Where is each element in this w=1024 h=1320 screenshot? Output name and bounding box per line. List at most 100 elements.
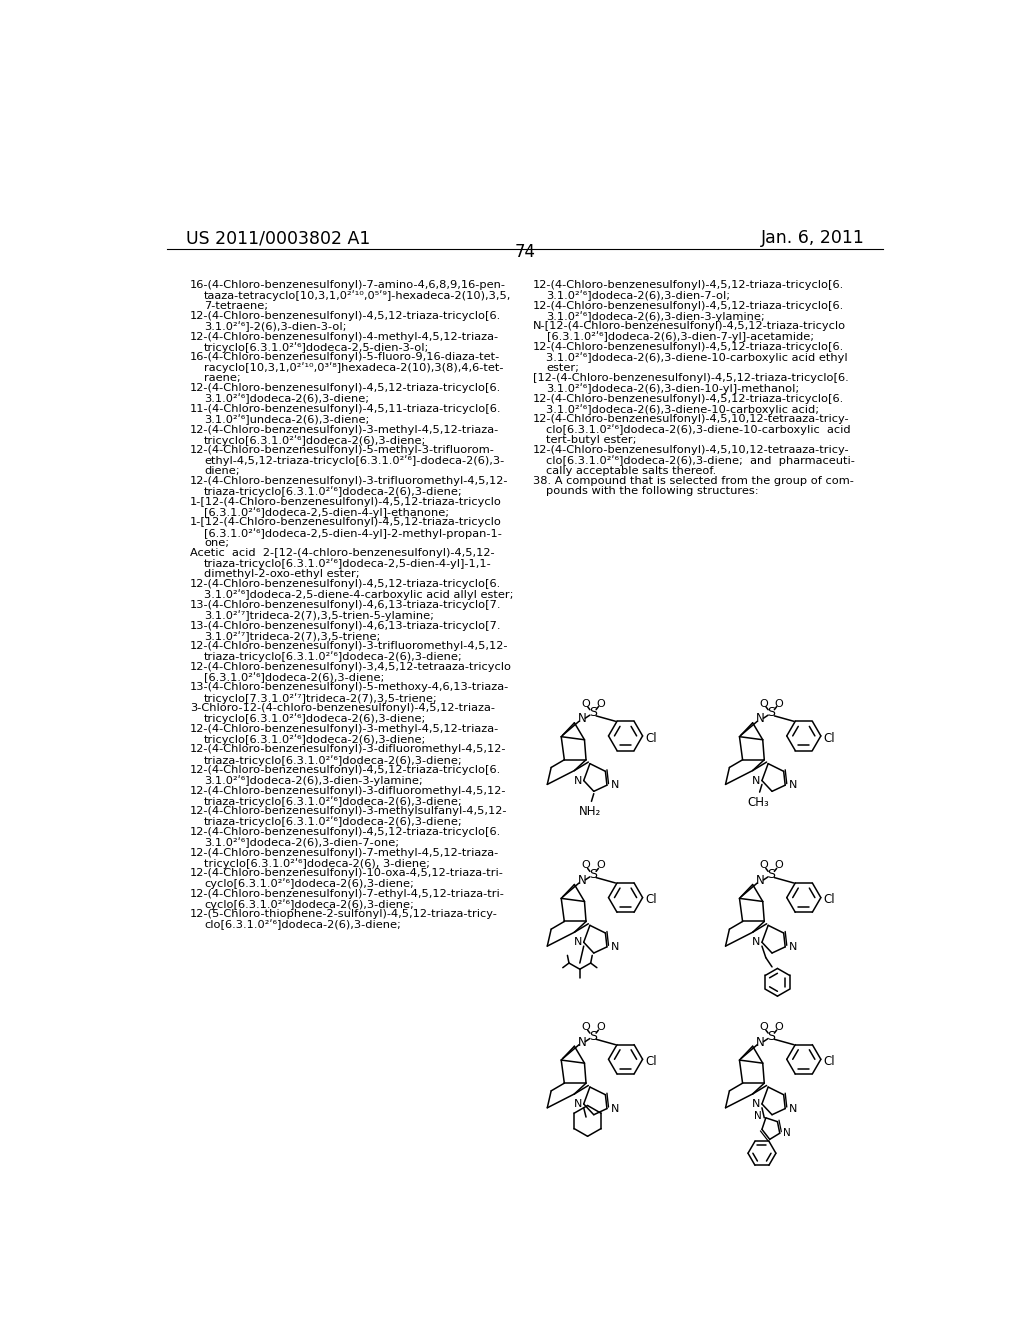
Text: S: S	[767, 869, 775, 880]
Text: Cl: Cl	[823, 894, 835, 907]
Text: S: S	[767, 1030, 775, 1043]
Text: Cl: Cl	[645, 1055, 656, 1068]
Text: tricyclo[6.3.1.0²ʹ⁶]dodeca-2(6),3-diene;: tricyclo[6.3.1.0²ʹ⁶]dodeca-2(6),3-diene;	[204, 713, 426, 725]
Text: S: S	[589, 869, 597, 880]
Text: 12-(4-Chloro-benzenesulfonyl)-4-methyl-4,5,12-triaza-: 12-(4-Chloro-benzenesulfonyl)-4-methyl-4…	[190, 331, 499, 342]
Text: 3.1.0²ʹ⁶]dodeca-2(6),3-diene;: 3.1.0²ʹ⁶]dodeca-2(6),3-diene;	[204, 393, 369, 404]
Text: one;: one;	[204, 539, 229, 548]
Text: clo[6.3.1.0²ʹ⁶]dodeca-2(6),3-diene-10-carboxylic  acid: clo[6.3.1.0²ʹ⁶]dodeca-2(6),3-diene-10-ca…	[547, 425, 851, 436]
Text: cally acceptable salts thereof.: cally acceptable salts thereof.	[547, 466, 717, 475]
Text: 12-(4-Chloro-benzenesulfonyl)-3-trifluoromethyl-4,5,12-: 12-(4-Chloro-benzenesulfonyl)-3-trifluor…	[190, 477, 509, 486]
Text: N: N	[790, 942, 798, 952]
Text: N: N	[756, 874, 765, 887]
Text: N: N	[790, 780, 798, 791]
Text: 3.1.0²ʹ⁶]-2(6),3-dien-3-ol;: 3.1.0²ʹ⁶]-2(6),3-dien-3-ol;	[204, 321, 346, 333]
Text: 12-(4-Chloro-benzenesulfonyl)-4,5,10,12-tetraaza-tricy-: 12-(4-Chloro-benzenesulfonyl)-4,5,10,12-…	[532, 414, 849, 424]
Text: 74: 74	[514, 243, 536, 261]
Text: raene;: raene;	[204, 374, 241, 383]
Text: O: O	[774, 861, 783, 870]
Text: N: N	[611, 942, 620, 952]
Text: 12-(4-Chloro-benzenesulfonyl)-4,5,10,12-tetraaza-tricy-: 12-(4-Chloro-benzenesulfonyl)-4,5,10,12-…	[532, 445, 849, 455]
Text: 12-(4-Chloro-benzenesulfonyl)-4,5,12-triaza-tricyclo[6.: 12-(4-Chloro-benzenesulfonyl)-4,5,12-tri…	[190, 312, 502, 321]
Text: 12-(4-Chloro-benzenesulfonyl)-3-methyl-4,5,12-triaza-: 12-(4-Chloro-benzenesulfonyl)-3-methyl-4…	[190, 425, 500, 434]
Text: 16-(4-Chloro-benzenesulfonyl)-7-amino-4,6,8,9,16-pen-: 16-(4-Chloro-benzenesulfonyl)-7-amino-4,…	[190, 280, 506, 290]
Text: triaza-tricyclo[6.3.1.0²ʹ⁶]dodeca-2(6),3-diene;: triaza-tricyclo[6.3.1.0²ʹ⁶]dodeca-2(6),3…	[204, 652, 463, 663]
Text: 11-(4-Chloro-benzenesulfonyl)-4,5,11-triaza-tricyclo[6.: 11-(4-Chloro-benzenesulfonyl)-4,5,11-tri…	[190, 404, 502, 414]
Text: 12-(4-Chloro-benzenesulfonyl)-3-difluoromethyl-4,5,12-: 12-(4-Chloro-benzenesulfonyl)-3-difluoro…	[190, 744, 507, 754]
Text: N: N	[573, 776, 583, 785]
Text: 3.1.0²ʹ⁶]dodeca-2(6),3-dien-10-yl]-methanol;: 3.1.0²ʹ⁶]dodeca-2(6),3-dien-10-yl]-metha…	[547, 383, 800, 395]
Text: 12-(4-Chloro-benzenesulfonyl)-4,5,12-triaza-tricyclo[6.: 12-(4-Chloro-benzenesulfonyl)-4,5,12-tri…	[532, 393, 844, 404]
Text: Cl: Cl	[823, 1055, 835, 1068]
Text: ethyl-4,5,12-triaza-tricyclo[6.3.1.0²ʹ⁶]-dodeca-2(6),3-: ethyl-4,5,12-triaza-tricyclo[6.3.1.0²ʹ⁶]…	[204, 455, 504, 466]
Text: N: N	[755, 1110, 762, 1121]
Text: 1-[12-(4-Chloro-benzenesulfonyl)-4,5,12-triaza-tricyclo: 1-[12-(4-Chloro-benzenesulfonyl)-4,5,12-…	[190, 496, 502, 507]
Text: 1-[12-(4-Chloro-benzenesulfonyl)-4,5,12-triaza-tricyclo: 1-[12-(4-Chloro-benzenesulfonyl)-4,5,12-…	[190, 517, 502, 528]
Text: 13-(4-Chloro-benzenesulfonyl)-5-methoxy-4,6,13-triaza-: 13-(4-Chloro-benzenesulfonyl)-5-methoxy-…	[190, 682, 509, 693]
Text: tert-butyl ester;: tert-butyl ester;	[547, 434, 637, 445]
Text: clo[6.3.1.0²ʹ⁶]dodeca-2(6),3-diene;  and  pharmaceuti-: clo[6.3.1.0²ʹ⁶]dodeca-2(6),3-diene; and …	[547, 455, 855, 466]
Text: O: O	[774, 698, 783, 709]
Text: Cl: Cl	[645, 894, 656, 907]
Text: N: N	[611, 780, 620, 791]
Text: S: S	[589, 706, 597, 719]
Text: 3.1.0²ʹ⁶]dodeca-2(6),3-dien-3-ylamine;: 3.1.0²ʹ⁶]dodeca-2(6),3-dien-3-ylamine;	[204, 775, 423, 787]
Text: N: N	[756, 713, 765, 726]
Text: N: N	[573, 937, 583, 948]
Text: cyclo[6.3.1.0²ʹ⁶]dodeca-2(6),3-diene;: cyclo[6.3.1.0²ʹ⁶]dodeca-2(6),3-diene;	[204, 879, 414, 890]
Text: 3.1.0²ʹ⁶]dodeca-2,5-diene-4-carboxylic acid allyl ester;: 3.1.0²ʹ⁶]dodeca-2,5-diene-4-carboxylic a…	[204, 590, 513, 601]
Text: triaza-tricyclo[6.3.1.0²ʹ⁶]dodeca-2(6),3-diene;: triaza-tricyclo[6.3.1.0²ʹ⁶]dodeca-2(6),3…	[204, 486, 463, 498]
Text: racyclo[10,3,1,0²ʹ¹⁰,0³ʹ⁸]hexadeca-2(10),3(8),4,6-tet-: racyclo[10,3,1,0²ʹ¹⁰,0³ʹ⁸]hexadeca-2(10)…	[204, 363, 504, 374]
Text: tricyclo[7.3.1.0²ʹ⁷]trideca-2(7),3,5-triene;: tricyclo[7.3.1.0²ʹ⁷]trideca-2(7),3,5-tri…	[204, 693, 437, 704]
Text: N: N	[578, 874, 587, 887]
Text: triaza-tricyclo[6.3.1.0²ʹ⁶]dodeca-2(6),3-diene;: triaza-tricyclo[6.3.1.0²ʹ⁶]dodeca-2(6),3…	[204, 817, 463, 828]
Text: dimethyl-2-oxo-ethyl ester;: dimethyl-2-oxo-ethyl ester;	[204, 569, 359, 579]
Text: 3.1.0²ʹ⁶]dodeca-2(6),3-diene-10-carboxylic acid ethyl: 3.1.0²ʹ⁶]dodeca-2(6),3-diene-10-carboxyl…	[547, 352, 848, 363]
Text: N: N	[578, 1036, 587, 1049]
Text: triaza-tricyclo[6.3.1.0²ʹ⁶]dodeca-2,5-dien-4-yl]-1,1-: triaza-tricyclo[6.3.1.0²ʹ⁶]dodeca-2,5-di…	[204, 558, 492, 569]
Text: [6.3.1.0²ʹ⁶]dodeca-2,5-dien-4-yl]-2-methyl-propan-1-: [6.3.1.0²ʹ⁶]dodeca-2,5-dien-4-yl]-2-meth…	[204, 528, 502, 539]
Text: 38. A compound that is selected from the group of com-: 38. A compound that is selected from the…	[532, 477, 853, 486]
Text: N: N	[611, 1104, 620, 1114]
Text: 12-(4-Chloro-benzenesulfonyl)-5-methyl-3-trifluorom-: 12-(4-Chloro-benzenesulfonyl)-5-methyl-3…	[190, 445, 495, 455]
Text: taaza-tetracyclo[10,3,1,0²ʹ¹⁰,0⁵ʹ⁹]-hexadeca-2(10),3,5,: taaza-tetracyclo[10,3,1,0²ʹ¹⁰,0⁵ʹ⁹]-hexa…	[204, 290, 511, 301]
Text: S: S	[767, 706, 775, 719]
Text: ester;: ester;	[547, 363, 580, 372]
Text: 12-(4-Chloro-benzenesulfonyl)-7-methyl-4,5,12-triaza-: 12-(4-Chloro-benzenesulfonyl)-7-methyl-4…	[190, 847, 500, 858]
Text: S: S	[589, 1030, 597, 1043]
Text: tricyclo[6.3.1.0²ʹ⁶]dodeca-2(6),3-diene;: tricyclo[6.3.1.0²ʹ⁶]dodeca-2(6),3-diene;	[204, 734, 426, 744]
Text: 12-(4-Chloro-benzenesulfonyl)-3-difluoromethyl-4,5,12-: 12-(4-Chloro-benzenesulfonyl)-3-difluoro…	[190, 785, 507, 796]
Text: tricyclo[6.3.1.0²ʹ⁶]dodeca-2(6), 3-diene;: tricyclo[6.3.1.0²ʹ⁶]dodeca-2(6), 3-diene…	[204, 858, 430, 869]
Text: Acetic  acid  2-[12-(4-chloro-benzenesulfonyl)-4,5,12-: Acetic acid 2-[12-(4-chloro-benzenesulfo…	[190, 548, 495, 558]
Text: 12-(4-Chloro-benzenesulfonyl)-4,5,12-triaza-tricyclo[6.: 12-(4-Chloro-benzenesulfonyl)-4,5,12-tri…	[190, 383, 502, 393]
Text: 12-(4-Chloro-benzenesulfonyl)-4,5,12-triaza-tricyclo[6.: 12-(4-Chloro-benzenesulfonyl)-4,5,12-tri…	[190, 579, 502, 589]
Text: 13-(4-Chloro-benzenesulfonyl)-4,6,13-triaza-tricyclo[7.: 13-(4-Chloro-benzenesulfonyl)-4,6,13-tri…	[190, 599, 502, 610]
Text: 3.1.0²ʹ⁷]trideca-2(7),3,5-trien-5-ylamine;: 3.1.0²ʹ⁷]trideca-2(7),3,5-trien-5-ylamin…	[204, 610, 434, 622]
Text: [12-(4-Chloro-benzenesulfonyl)-4,5,12-triaza-tricyclo[6.: [12-(4-Chloro-benzenesulfonyl)-4,5,12-tr…	[532, 374, 848, 383]
Text: CH₃: CH₃	[748, 796, 769, 809]
Text: N: N	[752, 1100, 761, 1109]
Text: [6.3.1.0²ʹ⁶]dodeca-2(6),3-dien-7-yl]-acetamide;: [6.3.1.0²ʹ⁶]dodeca-2(6),3-dien-7-yl]-ace…	[547, 331, 814, 342]
Text: N: N	[756, 1036, 765, 1049]
Text: cyclo[6.3.1.0²ʹ⁶]dodeca-2(6),3-diene;: cyclo[6.3.1.0²ʹ⁶]dodeca-2(6),3-diene;	[204, 899, 414, 909]
Text: 16-(4-Chloro-benzenesulfonyl)-5-fluoro-9,16-diaza-tet-: 16-(4-Chloro-benzenesulfonyl)-5-fluoro-9…	[190, 352, 501, 362]
Text: O: O	[596, 1022, 605, 1032]
Text: 12-(4-Chloro-benzenesulfonyl)-3-methyl-4,5,12-triaza-: 12-(4-Chloro-benzenesulfonyl)-3-methyl-4…	[190, 723, 500, 734]
Text: 12-(4-Chloro-benzenesulfonyl)-7-ethyl-4,5,12-triaza-tri-: 12-(4-Chloro-benzenesulfonyl)-7-ethyl-4,…	[190, 888, 505, 899]
Text: 12-(4-Chloro-benzenesulfonyl)-3-methylsulfanyl-4,5,12-: 12-(4-Chloro-benzenesulfonyl)-3-methylsu…	[190, 807, 508, 816]
Text: 12-(4-Chloro-benzenesulfonyl)-4,5,12-triaza-tricyclo[6.: 12-(4-Chloro-benzenesulfonyl)-4,5,12-tri…	[532, 301, 844, 310]
Text: diene;: diene;	[204, 466, 240, 475]
Text: N-[12-(4-Chloro-benzenesulfonyl)-4,5,12-triaza-tricyclo: N-[12-(4-Chloro-benzenesulfonyl)-4,5,12-…	[532, 321, 846, 331]
Text: triaza-tricyclo[6.3.1.0²ʹ⁶]dodeca-2(6),3-diene;: triaza-tricyclo[6.3.1.0²ʹ⁶]dodeca-2(6),3…	[204, 755, 463, 766]
Text: 12-(4-Chloro-benzenesulfonyl)-4,5,12-triaza-tricyclo[6.: 12-(4-Chloro-benzenesulfonyl)-4,5,12-tri…	[190, 766, 502, 775]
Text: N: N	[752, 776, 761, 785]
Text: 12-(5-Chloro-thiophene-2-sulfonyl)-4,5,12-triaza-tricy-: 12-(5-Chloro-thiophene-2-sulfonyl)-4,5,1…	[190, 909, 498, 920]
Text: O: O	[759, 861, 768, 870]
Text: O: O	[581, 698, 590, 709]
Text: [6.3.1.0²ʹ⁶]dodeca-2,5-dien-4-yl]-ethanone;: [6.3.1.0²ʹ⁶]dodeca-2,5-dien-4-yl]-ethano…	[204, 507, 450, 517]
Text: 12-(4-Chloro-benzenesulfonyl)-3-trifluoromethyl-4,5,12-: 12-(4-Chloro-benzenesulfonyl)-3-trifluor…	[190, 642, 509, 651]
Text: triaza-tricyclo[6.3.1.0²ʹ⁶]dodeca-2(6),3-diene;: triaza-tricyclo[6.3.1.0²ʹ⁶]dodeca-2(6),3…	[204, 796, 463, 807]
Text: 3.1.0²ʹ⁷]trideca-2(7),3,5-triene;: 3.1.0²ʹ⁷]trideca-2(7),3,5-triene;	[204, 631, 380, 642]
Text: 3.1.0²ʹ⁶]dodeca-2(6),3-diene-10-carboxylic acid;: 3.1.0²ʹ⁶]dodeca-2(6),3-diene-10-carboxyl…	[547, 404, 819, 414]
Text: Cl: Cl	[823, 731, 835, 744]
